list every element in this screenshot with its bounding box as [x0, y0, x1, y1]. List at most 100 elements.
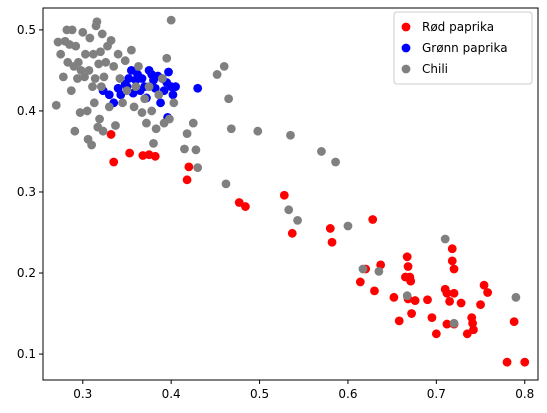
data-point [165, 114, 174, 124]
data-point [476, 300, 485, 310]
data-point [66, 86, 76, 96]
data-point [431, 329, 441, 339]
data-point [253, 126, 263, 136]
data-point [212, 70, 222, 79]
data-point [97, 29, 107, 39]
data-point [180, 144, 189, 154]
data-point [87, 140, 97, 150]
data-point [468, 318, 477, 328]
data-point [343, 221, 353, 231]
data-point [394, 316, 404, 326]
data-point [84, 66, 94, 75]
data-point [191, 145, 201, 155]
data-point [406, 276, 416, 286]
data-point [447, 256, 457, 266]
x-tick-label: 0.7 [427, 387, 446, 401]
data-point [106, 36, 116, 45]
data-point [67, 25, 77, 35]
data-point [162, 53, 172, 63]
legend-box [393, 11, 533, 85]
data-point [449, 288, 459, 298]
data-point [423, 295, 432, 305]
data-point [402, 291, 412, 301]
data-point [442, 288, 452, 298]
x-tick-label: 0.3 [73, 387, 92, 401]
data-point [317, 147, 326, 156]
data-point [56, 49, 66, 59]
data-point [151, 124, 161, 134]
data-point [374, 267, 384, 276]
data-point [81, 49, 90, 59]
data-point [124, 74, 134, 83]
data-point [85, 33, 95, 43]
data-point [287, 228, 297, 238]
data-point [154, 90, 164, 100]
data-point [279, 190, 289, 200]
data-point [109, 157, 119, 167]
data-point [125, 148, 135, 158]
data-point [286, 130, 295, 140]
data-point [118, 98, 127, 108]
data-point [111, 121, 120, 130]
data-point [104, 102, 114, 112]
legend-label: Chili [422, 62, 448, 76]
data-point [509, 317, 519, 327]
data-point [88, 82, 97, 92]
data-point [403, 262, 413, 271]
data-point [101, 57, 111, 67]
data-point [469, 325, 478, 335]
data-point [98, 126, 108, 136]
data-point [456, 298, 466, 308]
data-point [447, 244, 457, 254]
plot-frame [42, 7, 539, 381]
data-point [368, 215, 378, 224]
data-point [370, 286, 379, 296]
data-point [440, 234, 450, 244]
data-point [106, 130, 116, 139]
data-point [171, 82, 180, 92]
data-point [449, 318, 459, 328]
data-point [137, 108, 147, 117]
data-point [164, 67, 173, 77]
data-point [51, 100, 61, 110]
data-point [99, 72, 109, 82]
data-point [89, 98, 99, 108]
data-point [113, 49, 123, 59]
data-point [95, 114, 104, 124]
data-point [53, 37, 63, 47]
x-tick-label: 0.4 [162, 387, 181, 401]
data-point [122, 86, 132, 96]
y-tick-label: 0.5 [17, 23, 36, 37]
data-point [156, 98, 165, 108]
legend-marker [401, 64, 411, 74]
data-point [109, 61, 119, 71]
data-point [142, 118, 151, 128]
y-tick-label: 0.1 [17, 347, 36, 361]
data-point [88, 49, 98, 59]
series-2 [51, 15, 521, 328]
data-point [70, 126, 80, 136]
data-point [58, 72, 68, 82]
data-point [483, 288, 493, 297]
data-point [76, 66, 86, 75]
data-point [92, 17, 102, 27]
data-point [327, 237, 337, 247]
data-point [96, 47, 105, 57]
data-point [502, 357, 512, 367]
data-point [293, 215, 302, 225]
data-point [157, 74, 167, 83]
data-point [129, 102, 139, 112]
data-point [120, 56, 130, 66]
data-point [407, 309, 416, 318]
data-point [182, 175, 192, 185]
data-point [427, 313, 437, 322]
data-point [75, 108, 85, 117]
data-point [182, 129, 192, 139]
data-point [115, 74, 125, 83]
data-point [73, 57, 83, 67]
y-tick-label: 0.2 [17, 266, 36, 280]
data-point [520, 357, 530, 367]
data-point [445, 296, 455, 306]
data-point [137, 74, 147, 83]
data-point [134, 61, 143, 71]
